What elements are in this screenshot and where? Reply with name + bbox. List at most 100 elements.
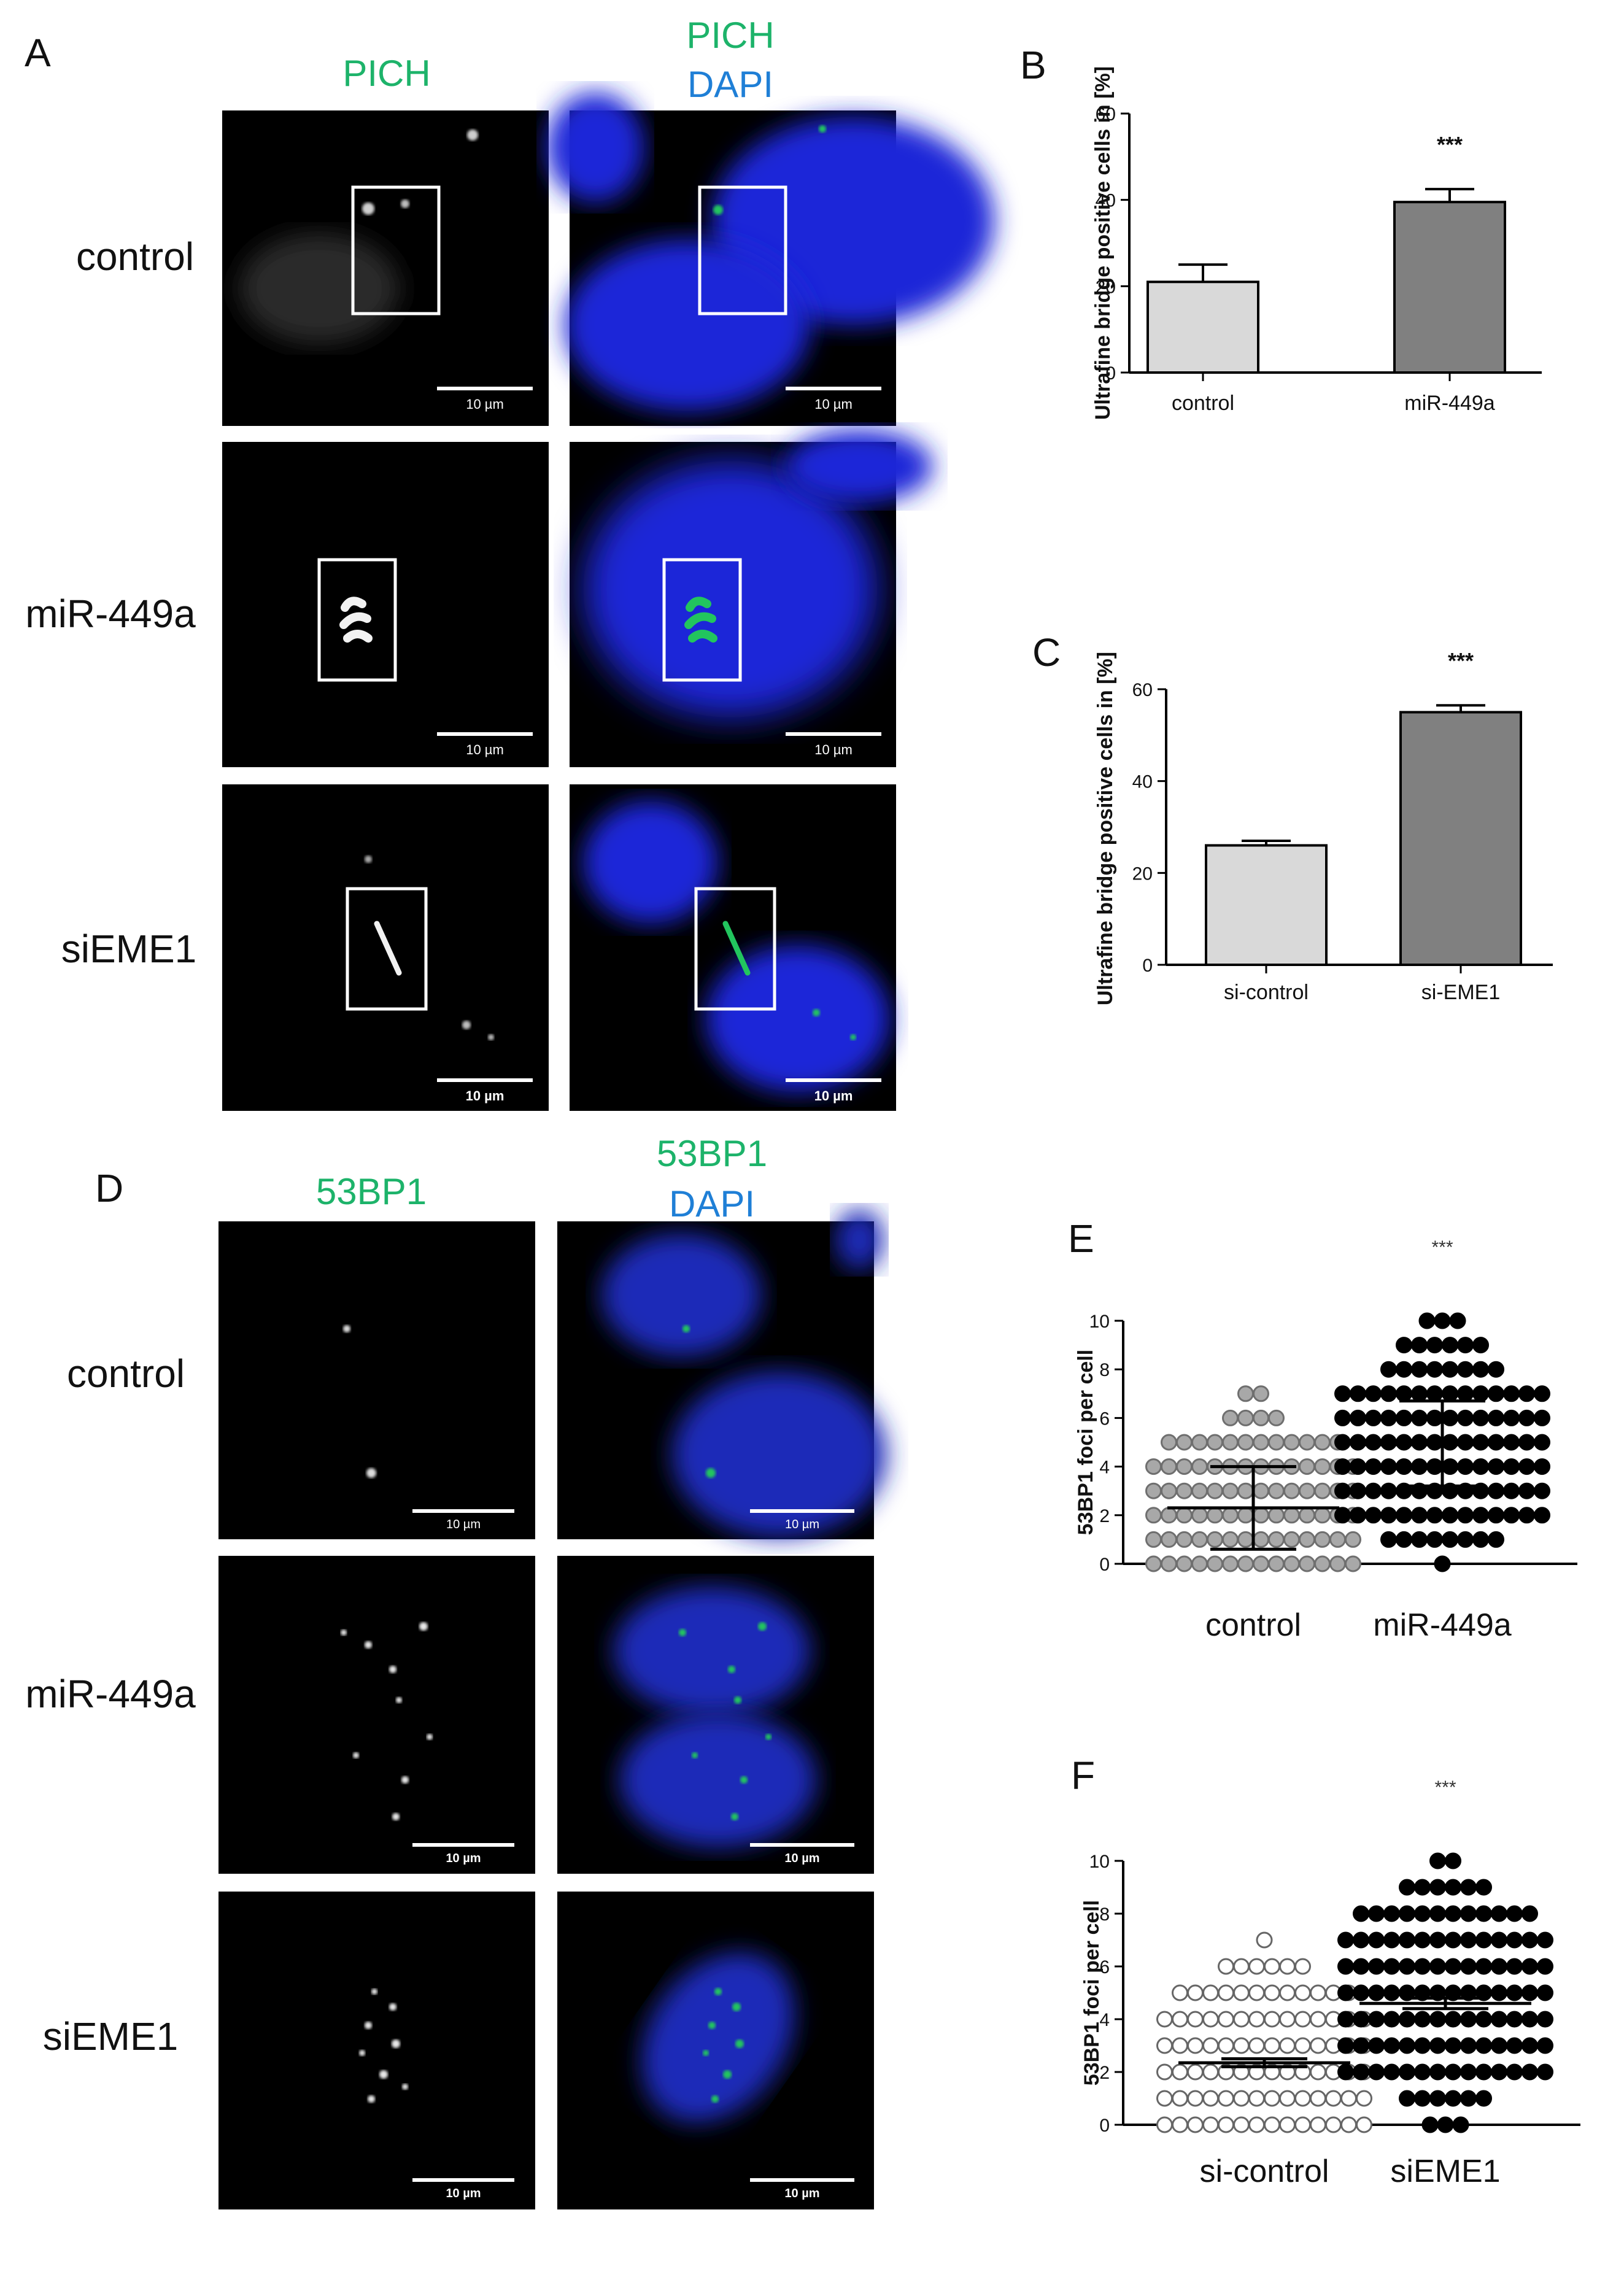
data-point (1202, 2063, 1219, 2081)
data-point (1457, 1409, 1474, 1426)
data-point (1534, 1409, 1550, 1426)
data-point (1222, 1409, 1239, 1426)
data-point (1380, 1458, 1397, 1475)
row-label-control: control (76, 234, 194, 279)
scale-label: 10 µm (446, 1852, 481, 1865)
data-point (1253, 1507, 1269, 1524)
panel-d: D 53BP1 53BP1 DAPI control miR-449a siEM… (25, 1133, 887, 2209)
data-point (1145, 1482, 1162, 1499)
data-point (1368, 2037, 1385, 2054)
data-point (1537, 2063, 1553, 2081)
data-point (1334, 1409, 1351, 1426)
data-point (1396, 1531, 1412, 1548)
data-point (1314, 1531, 1331, 1548)
scale-label: 10 µm (446, 2187, 481, 2200)
data-point (1518, 1482, 1535, 1499)
data-point (1518, 1385, 1535, 1402)
data-point (1472, 1434, 1489, 1451)
data-point (1488, 1434, 1504, 1451)
data-point (1353, 1931, 1369, 1949)
data-point (1310, 2090, 1326, 2107)
data-point (1426, 1361, 1443, 1378)
data-point (1503, 1458, 1520, 1475)
data-point (1248, 1984, 1265, 2001)
data-point (1222, 1434, 1239, 1451)
data-point (1426, 1531, 1443, 1548)
data-point (1176, 1555, 1193, 1572)
data-point (1426, 1507, 1443, 1524)
data-point (1237, 1434, 1254, 1451)
data-point (1383, 2037, 1400, 2054)
scale-label: 10 µm (784, 2187, 819, 2200)
data-point (1414, 1879, 1431, 1896)
data-point (1264, 2011, 1280, 2028)
data-point (1421, 2116, 1439, 2133)
data-point (1233, 2037, 1250, 2054)
data-point (1337, 1931, 1354, 1949)
data-point (1414, 1958, 1431, 1975)
data-point (1283, 1434, 1300, 1451)
data-point (1368, 1958, 1385, 1975)
data-point (1488, 1482, 1504, 1499)
data-point (1222, 1482, 1239, 1499)
data-point (1202, 2090, 1219, 2107)
data-point (1506, 1984, 1523, 2001)
data-point (1248, 2090, 1265, 2107)
y-axis-label: Ultrafine bridge positive cells in [%] (1091, 66, 1115, 420)
data-point (1365, 1482, 1382, 1499)
data-point (1460, 1879, 1477, 1896)
data-point (1161, 1482, 1177, 1499)
data-point (1475, 2011, 1492, 2028)
data-point (1172, 2063, 1188, 2081)
data-point (1325, 2090, 1342, 2107)
data-point (1472, 1361, 1489, 1378)
data-point (1279, 2037, 1296, 2054)
data-point (1437, 2116, 1454, 2133)
data-point (1337, 2011, 1354, 2028)
data-point (1445, 1852, 1461, 1869)
data-point (1218, 1984, 1234, 2001)
data-point (1534, 1458, 1550, 1475)
data-point (1233, 2116, 1250, 2133)
panel-letter-c: C (1032, 630, 1061, 675)
data-point (1445, 2090, 1461, 2107)
pich-column-title: PICH (342, 53, 430, 94)
data-point (1353, 1905, 1369, 1922)
y-tick-label: 60 (1132, 680, 1153, 700)
data-point (1279, 2116, 1296, 2133)
data-point (1233, 1984, 1250, 2001)
data-point (1396, 1507, 1412, 1524)
data-point (1345, 1531, 1361, 1548)
data-point (1399, 2037, 1415, 2054)
data-point (1353, 2037, 1369, 2054)
data-point (1414, 2011, 1431, 2028)
data-point (1340, 2090, 1357, 2107)
data-point (1460, 1931, 1477, 1949)
data-point (1475, 1879, 1492, 1896)
data-point (1460, 2011, 1477, 2028)
data-point (1368, 1905, 1385, 1922)
panel-letter-f: F (1071, 1753, 1095, 1798)
data-point (1518, 1434, 1535, 1451)
data-point (1503, 1434, 1520, 1451)
y-tick-label: 0 (1099, 2116, 1110, 2136)
data-point (1445, 1958, 1461, 1975)
data-point (1537, 1984, 1553, 2001)
data-point (1368, 1984, 1385, 2001)
data-point (1350, 1385, 1366, 1402)
scatter-chart-f: 0 2 4 6 8 10 si-control siEME1 53BP1 foci per ce… (1080, 1777, 1580, 2189)
data-point (1299, 1482, 1315, 1499)
data-point (1522, 2011, 1538, 2028)
data-point (1264, 2090, 1280, 2107)
data-point (1522, 1984, 1538, 2001)
data-point (1503, 1409, 1520, 1426)
data-point (1426, 1337, 1443, 1354)
x-category-label: siEME1 (1390, 2154, 1500, 2189)
data-point (1411, 1385, 1428, 1402)
data-point (1172, 2090, 1188, 2107)
data-point (1176, 1507, 1193, 1524)
data-point (1472, 1385, 1489, 1402)
data-point (1222, 1555, 1239, 1572)
data-point (1264, 2116, 1280, 2133)
data-point (1207, 1555, 1223, 1572)
